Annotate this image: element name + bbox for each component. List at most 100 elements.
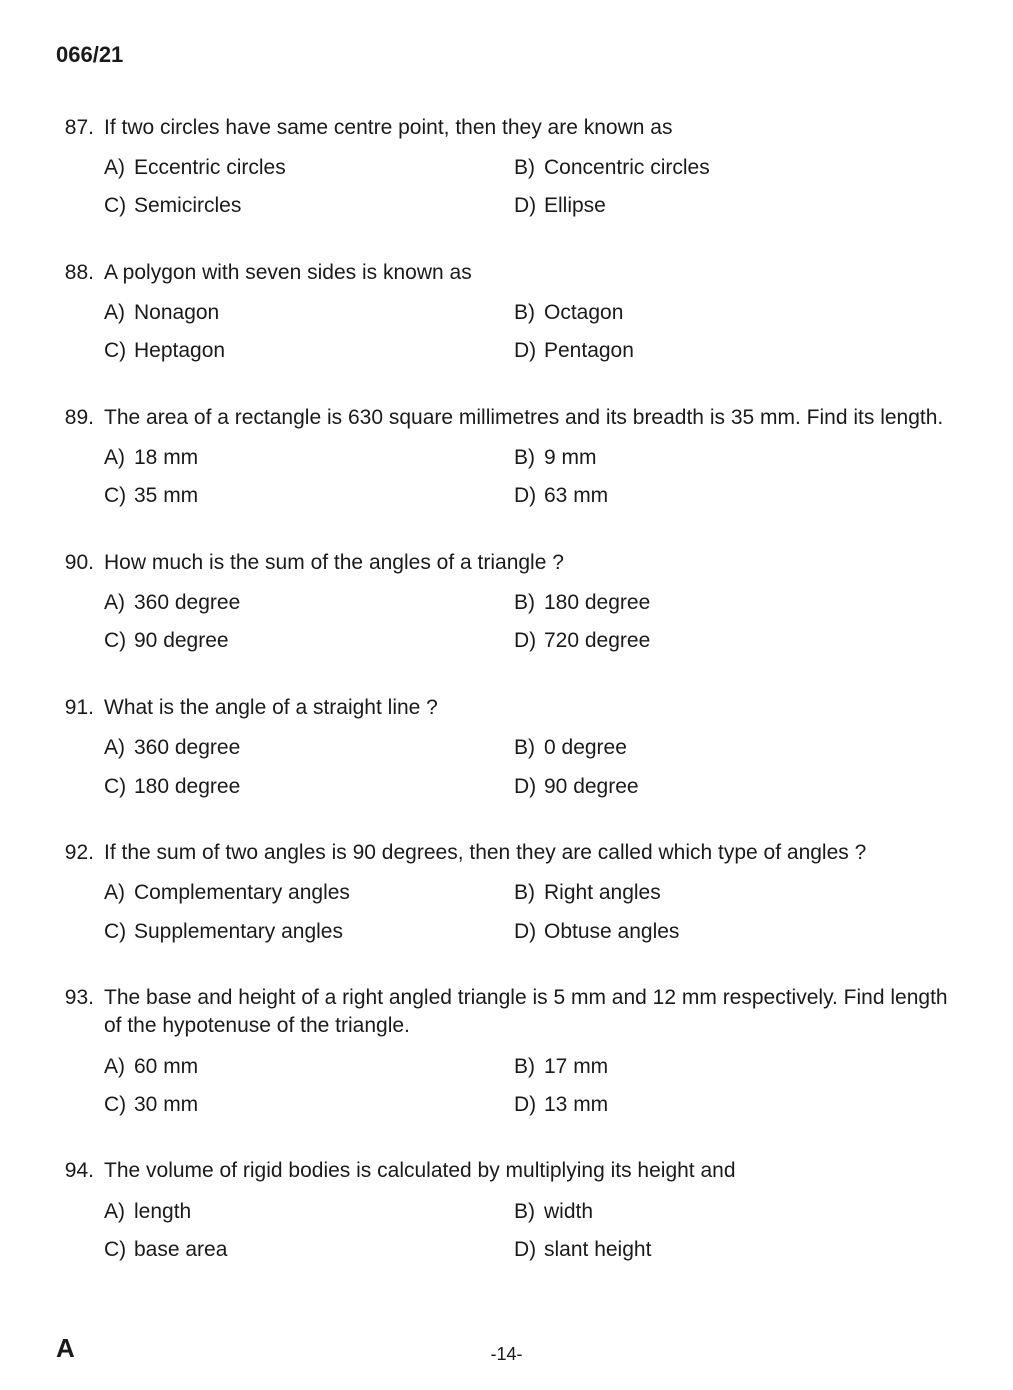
option-letter: B)	[514, 589, 544, 617]
question-row: 89.The area of a rectangle is 630 square…	[56, 404, 957, 432]
options-block: A)Eccentric circlesB)Concentric circlesC…	[56, 154, 957, 221]
option-letter: B)	[514, 299, 544, 327]
option-c: C)35 mm	[104, 482, 514, 510]
option-d: D)slant height	[514, 1236, 957, 1264]
question-number: 91.	[56, 694, 104, 722]
option-row: C)base areaD)slant height	[104, 1236, 957, 1264]
option-text: 30 mm	[134, 1091, 514, 1119]
option-c: C)Heptagon	[104, 337, 514, 365]
options-block: A)lengthB)widthC)base areaD)slant height	[56, 1198, 957, 1265]
option-text: slant height	[544, 1236, 957, 1264]
question-row: 90.How much is the sum of the angles of …	[56, 549, 957, 577]
option-text: Heptagon	[134, 337, 514, 365]
series-letter: A	[56, 1331, 75, 1366]
option-row: A)Complementary anglesB)Right angles	[104, 879, 957, 907]
option-a: A)360 degree	[104, 589, 514, 617]
option-text: 360 degree	[134, 734, 514, 762]
question-text: The base and height of a right angled tr…	[104, 984, 957, 1041]
option-text: length	[134, 1198, 514, 1226]
question-row: 92.If the sum of two angles is 90 degree…	[56, 839, 957, 867]
option-row: A)18 mmB)9 mm	[104, 444, 957, 472]
question-text: How much is the sum of the angles of a t…	[104, 549, 957, 577]
question-text: If two circles have same centre point, t…	[104, 114, 957, 142]
option-letter: A)	[104, 154, 134, 182]
option-letter: D)	[514, 627, 544, 655]
option-row: C)HeptagonD)Pentagon	[104, 337, 957, 365]
option-text: 60 mm	[134, 1053, 514, 1081]
page-number: -14-	[490, 1342, 522, 1366]
question: 94.The volume of rigid bodies is calcula…	[56, 1157, 957, 1264]
option-c: C)30 mm	[104, 1091, 514, 1119]
option-text: 13 mm	[544, 1091, 957, 1119]
option-d: D)720 degree	[514, 627, 957, 655]
option-text: 90 degree	[544, 773, 957, 801]
option-letter: C)	[104, 1091, 134, 1119]
question-text: The area of a rectangle is 630 square mi…	[104, 404, 957, 432]
option-letter: A)	[104, 1198, 134, 1226]
option-text: Ellipse	[544, 192, 957, 220]
option-row: A)360 degreeB)0 degree	[104, 734, 957, 762]
option-d: D)13 mm	[514, 1091, 957, 1119]
option-b: B)Octagon	[514, 299, 957, 327]
paper-code: 066/21	[56, 40, 957, 70]
option-letter: D)	[514, 918, 544, 946]
option-a: A)Nonagon	[104, 299, 514, 327]
option-letter: C)	[104, 627, 134, 655]
option-row: A)lengthB)width	[104, 1198, 957, 1226]
option-row: A)Eccentric circlesB)Concentric circles	[104, 154, 957, 182]
option-text: 720 degree	[544, 627, 957, 655]
option-d: D)Obtuse angles	[514, 918, 957, 946]
question: 91.What is the angle of a straight line …	[56, 694, 957, 801]
option-row: A)360 degreeB)180 degree	[104, 589, 957, 617]
question-number: 89.	[56, 404, 104, 432]
option-text: base area	[134, 1236, 514, 1264]
option-row: C)30 mmD)13 mm	[104, 1091, 957, 1119]
option-d: D)Ellipse	[514, 192, 957, 220]
option-letter: B)	[514, 1198, 544, 1226]
option-row: C)90 degreeD)720 degree	[104, 627, 957, 655]
option-letter: C)	[104, 482, 134, 510]
question: 90.How much is the sum of the angles of …	[56, 549, 957, 656]
option-text: 0 degree	[544, 734, 957, 762]
option-row: A)60 mmB)17 mm	[104, 1053, 957, 1081]
option-c: C)base area	[104, 1236, 514, 1264]
option-a: A)Complementary angles	[104, 879, 514, 907]
option-letter: A)	[104, 444, 134, 472]
options-block: A)NonagonB)Octagon C)HeptagonD)Pentagon	[56, 299, 957, 366]
option-a: A)length	[104, 1198, 514, 1226]
option-text: 90 degree	[134, 627, 514, 655]
question-number: 94.	[56, 1157, 104, 1185]
option-letter: C)	[104, 918, 134, 946]
question: 92.If the sum of two angles is 90 degree…	[56, 839, 957, 946]
question-row: 87.If two circles have same centre point…	[56, 114, 957, 142]
options-block: A)18 mmB)9 mm C)35 mmD)63 mm	[56, 444, 957, 511]
option-text: 360 degree	[134, 589, 514, 617]
question-number: 92.	[56, 839, 104, 867]
options-block: A)360 degreeB)0 degreeC)180 degreeD)90 d…	[56, 734, 957, 801]
options-block: A)360 degreeB)180 degree C)90 degreeD)720…	[56, 589, 957, 656]
option-letter: C)	[104, 192, 134, 220]
option-text: width	[544, 1198, 957, 1226]
option-letter: D)	[514, 773, 544, 801]
option-b: B)width	[514, 1198, 957, 1226]
option-letter: C)	[104, 337, 134, 365]
option-text: 18 mm	[134, 444, 514, 472]
option-letter: C)	[104, 1236, 134, 1264]
question-row: 93.The base and height of a right angled…	[56, 984, 957, 1041]
option-d: D)63 mm	[514, 482, 957, 510]
option-letter: B)	[514, 734, 544, 762]
option-text: 180 degree	[544, 589, 957, 617]
option-text: Concentric circles	[544, 154, 957, 182]
option-row: C)Supplementary anglesD)Obtuse angles	[104, 918, 957, 946]
option-c: C)Semicircles	[104, 192, 514, 220]
option-b: B)17 mm	[514, 1053, 957, 1081]
option-letter: A)	[104, 1053, 134, 1081]
option-text: 35 mm	[134, 482, 514, 510]
question-number: 87.	[56, 114, 104, 142]
question: 88.A polygon with seven sides is known a…	[56, 259, 957, 366]
option-b: B)180 degree	[514, 589, 957, 617]
question-number: 93.	[56, 984, 104, 1012]
option-row: A)NonagonB)Octagon	[104, 299, 957, 327]
option-letter: A)	[104, 299, 134, 327]
option-letter: A)	[104, 879, 134, 907]
